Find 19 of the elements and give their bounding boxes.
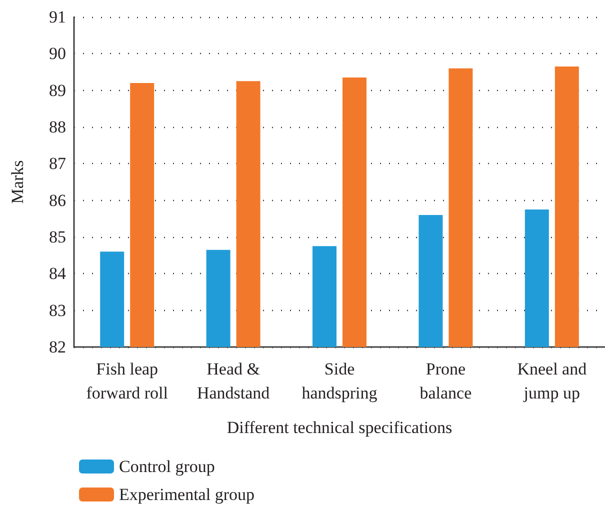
x-tick-label: Prone balance: [420, 360, 472, 402]
y-tick-label: 87: [49, 154, 66, 174]
y-tick-label: 84: [49, 264, 66, 284]
x-tick-label: Kneel and jump up: [517, 360, 588, 402]
x-tick-label: Side handspring: [302, 360, 378, 402]
y-tick-label: 83: [49, 300, 66, 320]
y-tick-label: 89: [49, 80, 66, 100]
legend-label: Experimental group: [119, 485, 254, 504]
y-axis-title: Marks: [8, 160, 27, 204]
x-axis-title: Different technical specifications: [226, 418, 452, 437]
y-tick-label: 86: [49, 190, 66, 210]
y-tick-label: 82: [49, 338, 66, 356]
legend-label: Control group: [119, 457, 215, 476]
y-tick-label: 90: [49, 44, 66, 64]
x-tick-label: Fish leap forward roll: [86, 360, 168, 402]
y-tick-label: 85: [49, 228, 66, 246]
y-tick-label: 91: [49, 8, 66, 26]
y-tick-label: 88: [49, 118, 66, 136]
x-tick-label: Head & Handstand: [196, 360, 270, 402]
